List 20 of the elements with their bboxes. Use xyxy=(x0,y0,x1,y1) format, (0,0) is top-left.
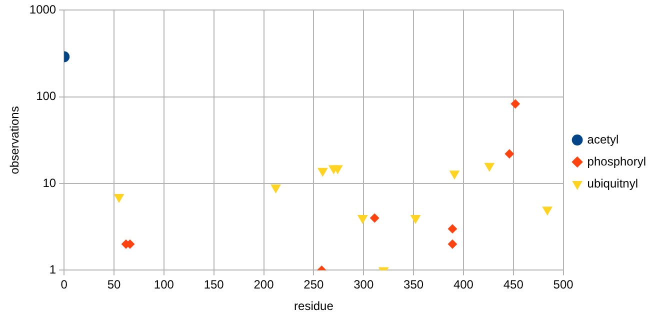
x-tick-label: 150 xyxy=(204,278,224,292)
x-tick-label: 0 xyxy=(60,278,68,292)
x-tick-label: 350 xyxy=(404,278,424,292)
legend-label: phosphoryl xyxy=(587,154,646,168)
x-tick-label: 500 xyxy=(553,278,574,292)
y-axis-title: observations xyxy=(8,106,22,174)
x-tick-label: 100 xyxy=(154,278,174,292)
y-tick-label: 1 xyxy=(49,262,56,277)
x-tick-label: 400 xyxy=(453,278,474,292)
x-axis-title: residue xyxy=(294,299,334,314)
x-tick-label: 450 xyxy=(503,278,524,292)
x-tick-label: 200 xyxy=(254,278,274,292)
legend-label: ubiquitnyl xyxy=(587,176,638,190)
x-tick-label: 300 xyxy=(354,278,374,292)
x-tick-label: 250 xyxy=(304,278,324,292)
legend-label: acetyl xyxy=(587,132,619,146)
y-tick-label: 100 xyxy=(36,89,56,104)
y-tick-label: 1000 xyxy=(29,2,56,17)
x-tick-label: 50 xyxy=(107,278,122,292)
y-tick-label: 10 xyxy=(42,176,56,190)
